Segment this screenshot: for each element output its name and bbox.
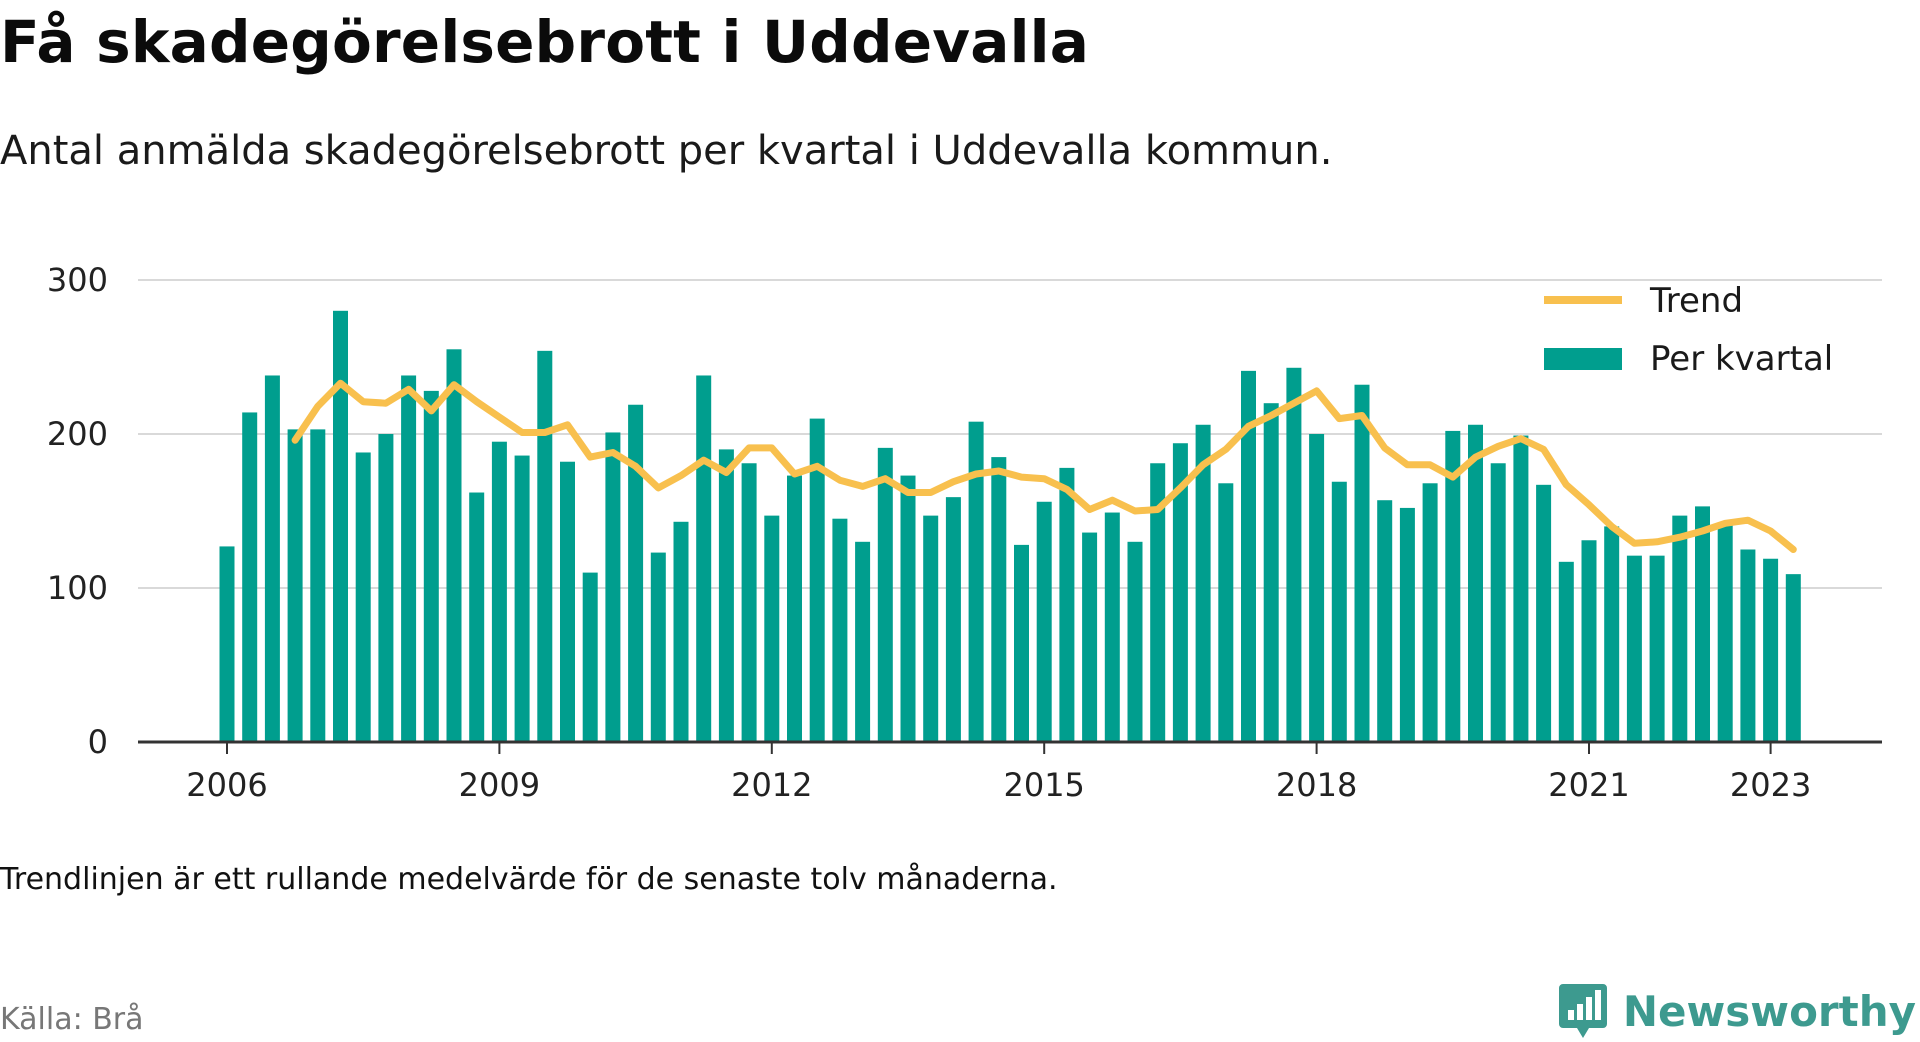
bar [718, 449, 734, 742]
bar [446, 349, 462, 742]
bar [1672, 515, 1688, 742]
bar [1082, 532, 1098, 742]
x-tick-label: 2018 [1276, 766, 1357, 804]
bar [787, 475, 802, 742]
bar [741, 463, 757, 742]
bar [264, 375, 280, 742]
legend-label-per-kvartal: Per kvartal [1650, 339, 1833, 379]
y-tick-label: 0 [88, 723, 108, 761]
bar [1513, 435, 1529, 742]
bar [1649, 555, 1665, 742]
y-tick-label: 300 [47, 261, 108, 299]
bar [1059, 467, 1075, 742]
bar [1150, 463, 1166, 742]
bar [1014, 544, 1029, 742]
bar [333, 310, 348, 742]
bar [809, 418, 825, 742]
legend-label-trend: Trend [1649, 281, 1743, 321]
bar [1445, 430, 1461, 742]
x-tick-label: 2006 [186, 766, 267, 804]
bar [491, 441, 507, 742]
bar [945, 497, 961, 742]
bar [1581, 540, 1597, 742]
bar [378, 434, 394, 742]
bar [1036, 501, 1052, 742]
bar [537, 350, 553, 742]
brand-logo: Newsworthy [1557, 980, 1916, 1042]
bar [1104, 512, 1120, 742]
bar [1422, 483, 1438, 742]
bar [855, 541, 871, 742]
bar [605, 432, 621, 742]
bar [355, 452, 371, 742]
bar [219, 546, 235, 742]
y-tick-label: 200 [47, 415, 108, 453]
page-title: Få skadegörelsebrott i Uddevalla [0, 8, 1090, 76]
trend-line [291, 379, 1797, 553]
bar [650, 552, 666, 742]
bar [1195, 424, 1211, 742]
legend-swatch-per-kvartal [1544, 348, 1622, 370]
bar [582, 572, 598, 742]
bar [1740, 549, 1756, 742]
bar [560, 461, 575, 742]
bar [1354, 384, 1370, 742]
footnote: Trendlinjen är ett rullande medelvärde f… [0, 862, 1058, 897]
y-tick-label: 100 [47, 569, 108, 607]
bar [1763, 558, 1779, 742]
trend-series [291, 379, 1797, 553]
bar [1263, 403, 1279, 742]
bar [1286, 367, 1302, 742]
bar [1717, 524, 1733, 742]
bar [1785, 574, 1801, 742]
bar [673, 521, 689, 742]
bar [832, 518, 848, 742]
bar [401, 375, 417, 742]
source-credit: Källa: Brå [0, 1002, 144, 1037]
bar [968, 421, 984, 742]
bar [696, 375, 712, 742]
bar-series [219, 310, 1801, 742]
bar [877, 447, 893, 742]
bar [1399, 507, 1415, 742]
bar [1626, 555, 1642, 742]
bar [1127, 541, 1143, 742]
bar [469, 492, 485, 742]
bar [628, 404, 644, 742]
chart-legend: Trend Per kvartal [1528, 281, 1858, 394]
bar [991, 457, 1007, 742]
bar [1558, 561, 1574, 742]
bar [1309, 434, 1325, 742]
bar [1172, 443, 1188, 742]
bar [1490, 463, 1506, 742]
bar [514, 455, 530, 742]
bar [923, 515, 939, 742]
bar [1695, 506, 1710, 742]
bar [1604, 526, 1620, 742]
bar [1331, 481, 1347, 742]
bar [1241, 370, 1256, 742]
bar [1377, 500, 1393, 742]
bar [764, 515, 780, 742]
bar [1218, 483, 1234, 742]
newsworthy-logo-icon [1558, 984, 1607, 1038]
bar [423, 390, 439, 742]
x-tick-label: 2021 [1548, 766, 1629, 804]
page-subtitle: Antal anmälda skadegörelsebrott per kvar… [0, 128, 1333, 174]
quarterly-bar-chart: 0 100 200 300 2006 2009 2012 2015 2018 2021 2023 T… [47, 261, 1882, 804]
bar [1468, 424, 1483, 742]
x-tick-label: 2012 [731, 766, 812, 804]
bar [1536, 484, 1552, 742]
bar [242, 412, 258, 742]
x-tick-label: 2023 [1730, 766, 1811, 804]
x-tick-label: 2009 [459, 766, 540, 804]
bar [310, 429, 326, 742]
axes: 0 100 200 300 2006 2009 2012 2015 2018 2021 2023 [47, 261, 1882, 804]
bar [900, 475, 916, 742]
x-tick-label: 2015 [1003, 766, 1084, 804]
brand-name: Newsworthy [1622, 986, 1916, 1036]
bar [287, 429, 303, 742]
